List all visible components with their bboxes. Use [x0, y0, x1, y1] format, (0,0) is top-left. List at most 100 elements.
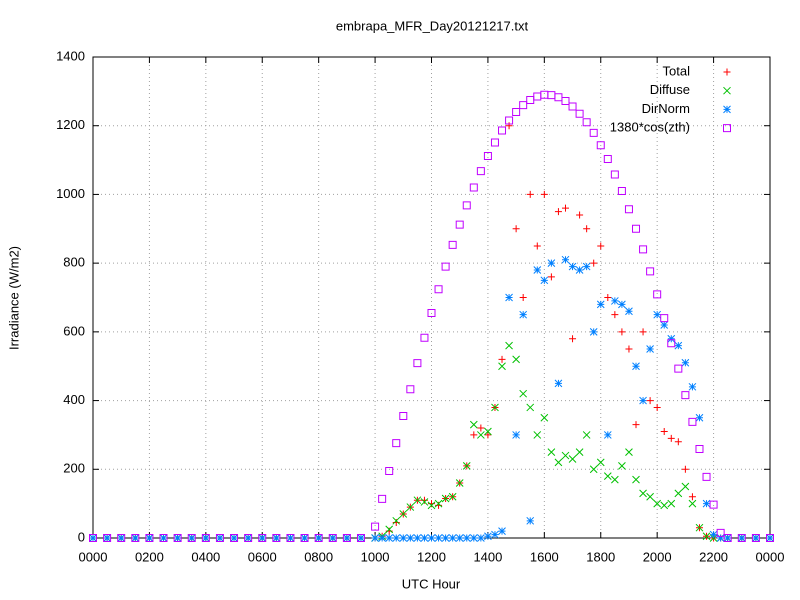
data-point — [575, 109, 584, 118]
data-point — [632, 224, 641, 233]
data-point — [484, 431, 492, 439]
x-tick-label: 0000 — [756, 549, 785, 564]
data-point — [632, 475, 640, 484]
data-point — [89, 534, 97, 542]
data-point — [752, 534, 760, 542]
data-point — [448, 534, 457, 542]
data-point — [490, 138, 499, 147]
data-point — [575, 266, 584, 274]
data-point — [589, 128, 598, 137]
data-point — [413, 496, 422, 505]
data-point — [448, 240, 457, 249]
data-point — [519, 389, 528, 398]
data-point — [526, 403, 535, 412]
data-point — [561, 204, 569, 212]
data-point — [540, 276, 549, 285]
data-point — [434, 285, 443, 294]
data-point — [89, 534, 97, 542]
x-tick-label: 2000 — [643, 549, 672, 564]
data-point — [385, 534, 394, 542]
data-point — [519, 101, 528, 110]
data-point — [356, 534, 365, 542]
data-point — [617, 186, 626, 195]
data-point — [216, 534, 224, 542]
data-point — [519, 294, 527, 301]
data-point — [632, 421, 640, 429]
data-point — [618, 461, 626, 470]
x-tick-label: 1000 — [361, 549, 390, 564]
data-point — [737, 534, 746, 542]
data-point — [702, 532, 711, 541]
data-point — [674, 489, 683, 498]
data-point — [378, 494, 387, 503]
data-point — [702, 499, 711, 508]
data-point — [681, 391, 690, 400]
data-point — [526, 95, 535, 104]
data-point — [674, 341, 683, 350]
data-point — [469, 534, 478, 542]
data-point — [385, 467, 394, 476]
data-point — [145, 534, 154, 542]
data-point — [117, 534, 126, 542]
data-point — [103, 534, 112, 542]
data-point — [533, 431, 542, 439]
data-point — [455, 534, 464, 542]
data-point — [547, 273, 555, 281]
data-point — [300, 534, 309, 542]
legend-label: 1380*cos(zth) — [610, 120, 690, 135]
data-point — [766, 534, 774, 542]
data-point — [469, 420, 478, 429]
data-point — [674, 364, 683, 373]
data-point — [187, 534, 196, 542]
data-point — [646, 267, 655, 276]
data-point — [582, 431, 591, 439]
x-tick-label: 1600 — [530, 549, 559, 564]
data-point — [660, 314, 669, 323]
x-tick-label: 2200 — [699, 549, 728, 564]
legend-label: Total — [663, 63, 691, 78]
data-point — [462, 534, 471, 542]
data-point — [526, 516, 535, 525]
data-point — [723, 534, 732, 542]
data-point — [328, 534, 337, 542]
data-point — [554, 208, 562, 216]
data-point — [371, 534, 379, 542]
data-point — [639, 245, 648, 254]
data-point — [618, 300, 626, 309]
data-point — [737, 534, 746, 542]
data-point — [406, 534, 415, 542]
data-point — [427, 501, 436, 510]
x-axis-label: UTC Hour — [402, 576, 461, 591]
data-point — [512, 107, 521, 116]
data-point — [582, 118, 591, 127]
data-point — [201, 534, 210, 542]
x-tick-label: 0000 — [79, 549, 108, 564]
data-point — [441, 534, 450, 542]
data-point — [688, 382, 697, 391]
data-point — [667, 339, 676, 348]
data-point — [342, 534, 351, 542]
data-point — [653, 290, 662, 299]
x-tick-label: 0400 — [191, 549, 220, 564]
x-tick-label: 0800 — [304, 549, 333, 564]
data-point — [709, 530, 718, 539]
data-point — [688, 493, 696, 501]
chart-title: embrapa_MFR_Day20121217.txt — [336, 18, 529, 33]
x-tick-label: 0600 — [248, 549, 277, 564]
y-tick-label: 0 — [78, 529, 85, 544]
data-point — [103, 534, 111, 542]
data-point — [385, 525, 394, 534]
data-point — [667, 434, 675, 442]
data-point — [681, 482, 690, 491]
data-point — [625, 448, 633, 456]
data-point — [688, 417, 697, 426]
data-point — [540, 413, 549, 422]
data-point — [766, 534, 774, 542]
data-point — [117, 534, 126, 542]
data-point — [286, 534, 295, 542]
data-point — [441, 494, 450, 503]
data-point — [639, 328, 647, 336]
data-point — [639, 396, 647, 405]
data-point — [751, 534, 760, 542]
data-point — [512, 225, 520, 233]
